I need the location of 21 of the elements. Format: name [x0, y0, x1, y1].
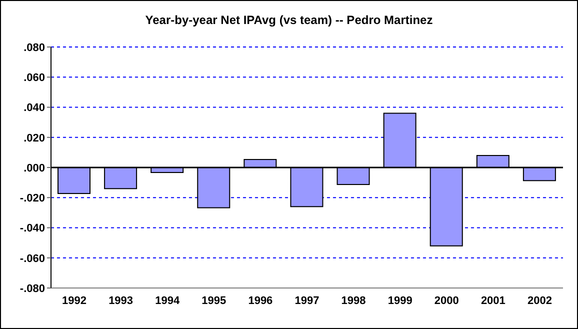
y-tick-label: -.040	[20, 222, 45, 235]
x-tick-label: 1993	[108, 294, 134, 307]
y-tick-label: .020	[24, 132, 45, 144]
y-tick-label: .080	[24, 42, 45, 54]
x-tick-label: 2002	[527, 294, 552, 307]
y-tick-label: .060	[24, 72, 45, 84]
y-tick-label: .040	[24, 102, 45, 114]
x-tick-label: 2000	[434, 294, 459, 307]
x-tick-label: 1992	[62, 294, 87, 307]
x-tick-label: 1994	[155, 294, 180, 307]
x-tick-label: 1997	[294, 294, 320, 307]
x-tick-label: 1998	[341, 294, 366, 307]
chart-title: Year-by-year Net IPAvg (vs team) -- Pedro Martinez	[144, 13, 434, 27]
x-tick-label: 1995	[202, 294, 226, 307]
x-tick-label: 1996	[248, 294, 273, 307]
y-tick-label: -.020	[20, 192, 45, 205]
y-tick-label: -.080	[20, 282, 45, 295]
x-tick-label: 1999	[388, 294, 412, 307]
y-tick-label: -.060	[20, 252, 45, 265]
x-tick-label: 2001	[480, 294, 506, 307]
y-tick-label: .000	[24, 162, 45, 174]
